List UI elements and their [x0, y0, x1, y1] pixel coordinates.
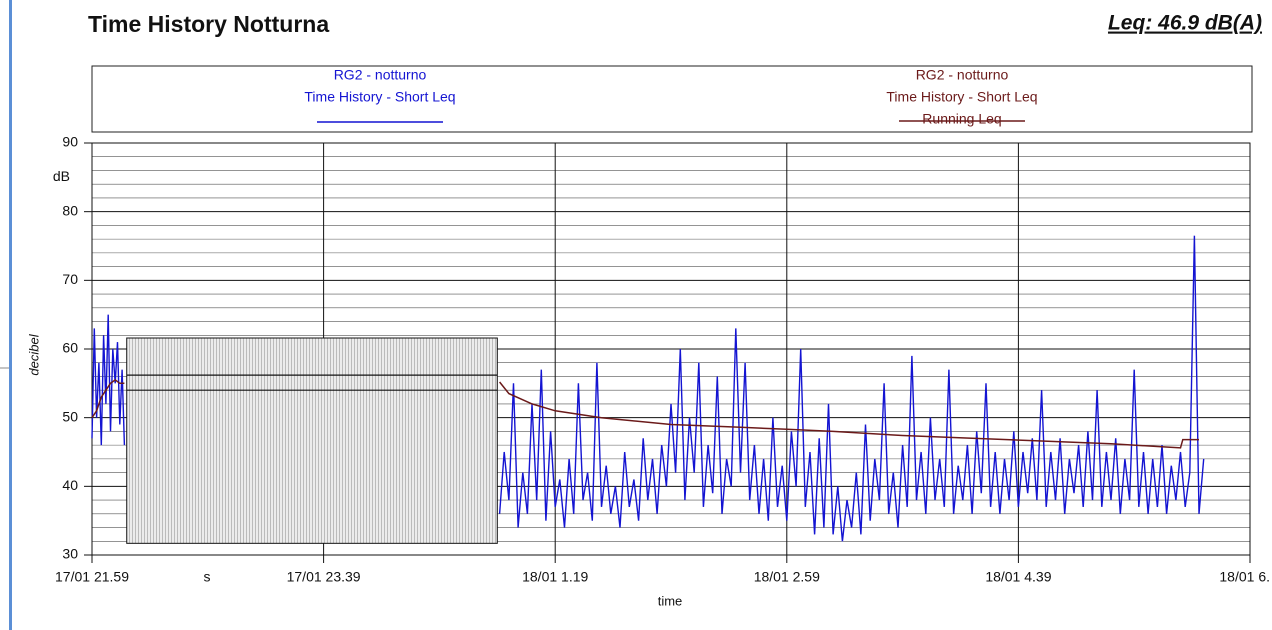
x-unit: s	[204, 569, 211, 585]
legend-text: Time History - Short Leq	[886, 89, 1037, 105]
masked-region	[126, 337, 498, 544]
window-edge	[9, 0, 12, 630]
legend-box	[91, 65, 1253, 133]
y-axis-label: decibel	[26, 333, 41, 375]
series-line	[91, 378, 125, 419]
legend-text: RG2 - notturno	[916, 67, 1009, 83]
y-tick-label: 70	[62, 271, 78, 287]
x-axis-label: time	[658, 593, 683, 608]
x-tick-label: 18/01 2.59	[754, 569, 820, 585]
chart-title: Time History Notturna	[88, 11, 329, 37]
y-tick-label: 50	[62, 408, 78, 424]
legend-text: Time History - Short Leq	[304, 89, 455, 105]
legend-text: RG2 - notturno	[334, 67, 427, 83]
series-line	[91, 314, 126, 446]
y-tick-label: 40	[62, 477, 78, 493]
leq-summary: Leq: 46.9 dB(A)	[1108, 12, 1262, 35]
x-tick-label: 17/01 23.39	[287, 569, 361, 585]
y-tick-label: 30	[62, 546, 78, 562]
plot	[91, 235, 1205, 544]
series-line	[498, 235, 1205, 542]
legend-text: Running Leq	[922, 111, 1001, 127]
x-tick-label: 18/01 4.39	[985, 569, 1051, 585]
x-tick-label: 18/01 6.	[1219, 569, 1270, 585]
y-tick-label: 90	[62, 134, 78, 150]
x-tick-label: 18/01 1.19	[522, 569, 588, 585]
x-tick-label: 17/01 21.59	[55, 569, 129, 585]
series-line	[499, 381, 1199, 449]
y-tick-label: 80	[62, 202, 78, 218]
axes: 30 40 50 60 70 80 90 17/01 21.59 17/01 23.39 18/0…	[26, 134, 1270, 609]
y-unit: dB	[53, 168, 70, 184]
legend: RG2 - notturno Time History - Short Leq RG…	[304, 67, 1037, 127]
y-tick-label: 60	[62, 340, 78, 356]
